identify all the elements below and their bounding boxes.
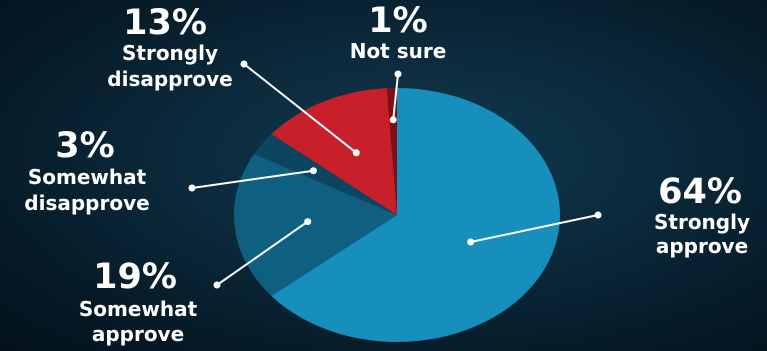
leader-dot-somewhat-disapprove-outer: [188, 184, 196, 192]
leader-dot-strongly-disapprove-outer: [240, 60, 248, 68]
slice-label-not-sure: Not sure: [350, 39, 447, 63]
slice-label-strongly-approve-line1: Strongly: [654, 210, 750, 234]
slice-percent-strongly-disapprove: 13%: [123, 3, 207, 43]
leader-line-somewhat-approve: [216, 220, 309, 286]
pie-slice-somewhat-disapprove: [254, 134, 397, 215]
leader-line-strongly-disapprove: [243, 63, 357, 154]
slice-percent-not-sure: 1%: [368, 1, 427, 41]
slice-label-somewhat-disapprove-line2: disapprove: [24, 191, 149, 215]
slice-label-somewhat-approve-line1: Somewhat: [79, 297, 198, 321]
slice-label-strongly-disapprove-line2: disapprove: [107, 67, 232, 91]
leader-lines: [188, 60, 602, 289]
leader-dot-not-sure-inner: [389, 116, 397, 124]
leader-dot-strongly-approve-inner: [467, 238, 475, 246]
leader-line-not-sure: [392, 73, 399, 120]
slice-labels: 64% Strongly approve 19% Somewhat approv…: [24, 1, 750, 346]
slice-label-somewhat-disapprove-line1: Somewhat: [28, 165, 147, 189]
leader-dot-somewhat-approve-inner: [304, 218, 312, 226]
leader-dot-somewhat-disapprove-inner: [309, 167, 317, 175]
leader-line-somewhat-disapprove: [191, 169, 314, 189]
slice-percent-strongly-approve: 64%: [658, 172, 742, 212]
pie-slice-strongly-disapprove: [271, 88, 397, 215]
slice-label-strongly-disapprove-line1: Strongly: [122, 41, 218, 65]
leader-dot-strongly-disapprove-inner: [352, 149, 360, 157]
slice-label-somewhat-approve-line2: approve: [92, 322, 184, 346]
slice-label-strongly-approve-line2: approve: [656, 234, 748, 258]
leader-dot-strongly-approve-outer: [594, 211, 602, 219]
slice-percent-somewhat-approve: 19%: [93, 257, 177, 297]
pie-slice-strongly-approve: [271, 88, 561, 342]
slice-percent-somewhat-disapprove: 3%: [55, 126, 114, 166]
pie-slice-somewhat-approve: [234, 153, 397, 296]
pie-slices: [234, 88, 561, 342]
leader-line-strongly-approve: [470, 214, 599, 243]
leader-dot-somewhat-approve-outer: [213, 281, 221, 289]
leader-dot-not-sure-outer: [394, 70, 402, 78]
